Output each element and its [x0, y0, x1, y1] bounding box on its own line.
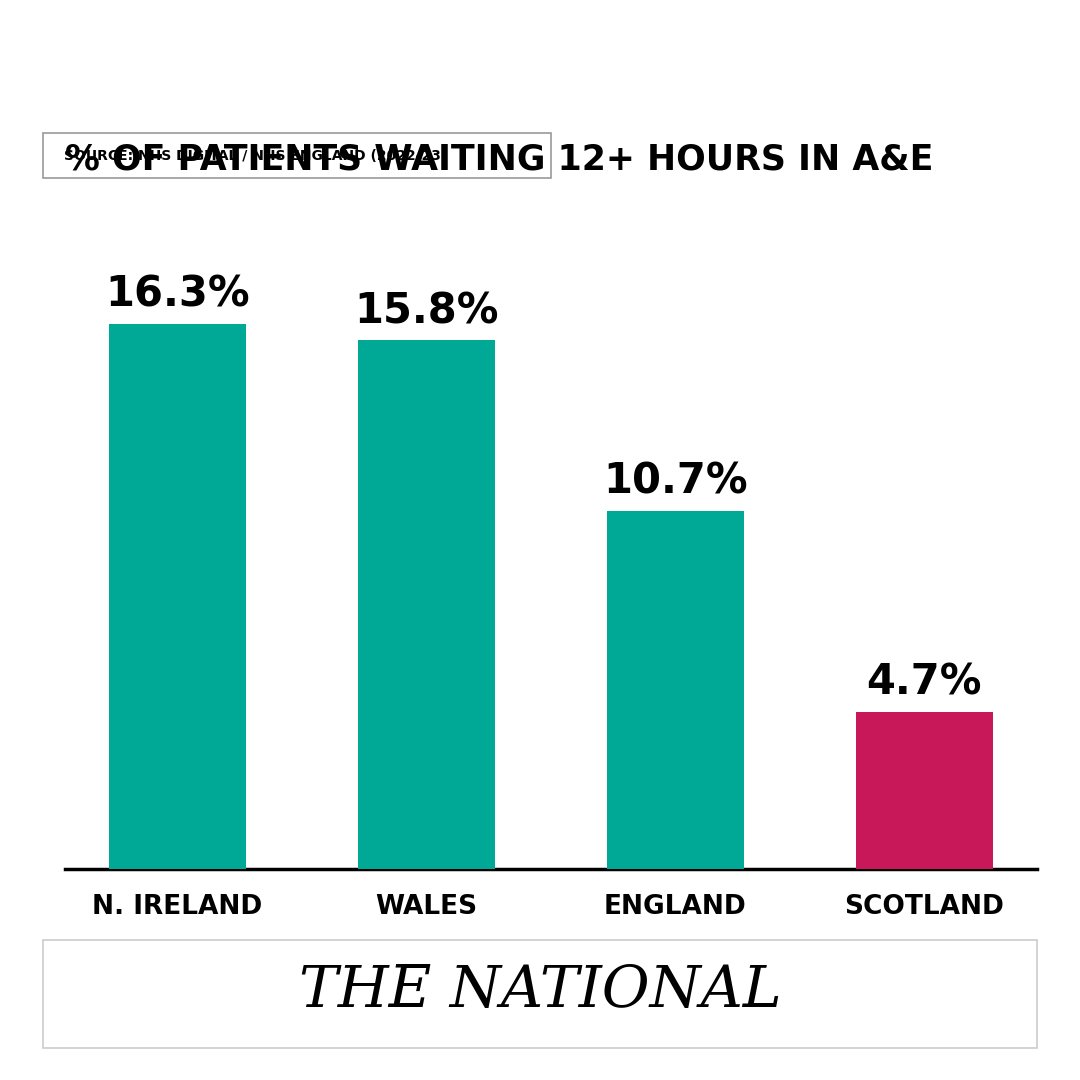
Bar: [855, 712, 993, 869]
FancyBboxPatch shape: [43, 940, 1037, 1048]
Text: THE NATIONAL: THE NATIONAL: [299, 963, 781, 1020]
Text: 10.7%: 10.7%: [603, 461, 747, 503]
Text: 4.7%: 4.7%: [866, 662, 982, 704]
Text: 15.8%: 15.8%: [354, 291, 499, 332]
Text: SOURCE: NHS DIGITAL / NHS ENGLAND (2022-23): SOURCE: NHS DIGITAL / NHS ENGLAND (2022-…: [64, 149, 447, 162]
Text: 16.3%: 16.3%: [105, 273, 249, 315]
Bar: [357, 340, 495, 869]
FancyBboxPatch shape: [43, 133, 551, 178]
Bar: [109, 324, 246, 869]
Text: SCOTLAND HAS THE LOWEST A&E WAIT TIMES: SCOTLAND HAS THE LOWEST A&E WAIT TIMES: [0, 51, 1080, 95]
Text: % OF PATIENTS WAITING 12+ HOURS IN A&E: % OF PATIENTS WAITING 12+ HOURS IN A&E: [65, 143, 933, 176]
Bar: [607, 511, 744, 869]
